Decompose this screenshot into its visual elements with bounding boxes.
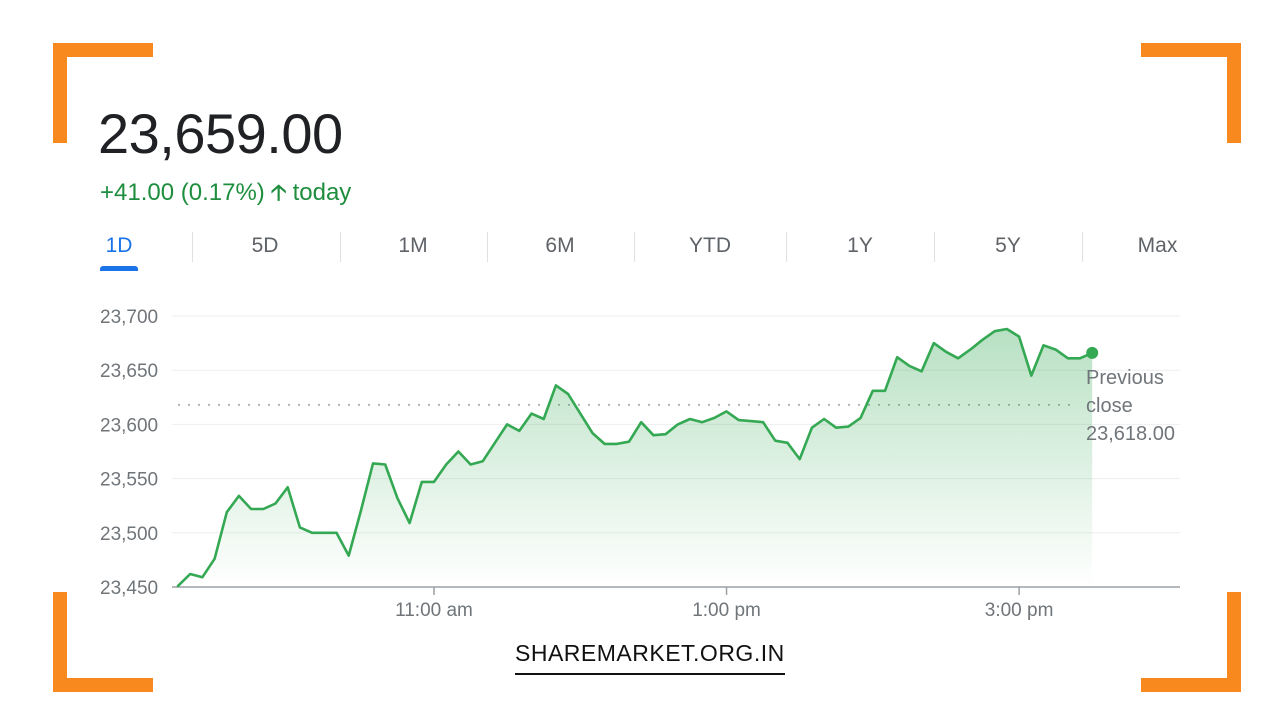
tab-5d[interactable]: 5D [251, 234, 279, 257]
y-tick-label: 23,450 [100, 578, 158, 599]
tab-6m[interactable]: 6M [545, 234, 575, 257]
tab-ytd[interactable]: YTD [689, 234, 731, 257]
current-price: 23,659.00 [98, 102, 343, 165]
price-change: +41.00 (0.17%) 🡡 today [100, 178, 351, 208]
change-period: today [292, 179, 352, 206]
tab-5y[interactable]: 5Y [995, 234, 1021, 257]
x-tick-label: 3:00 pm [985, 600, 1054, 621]
site-footer-link[interactable]: SHAREMARKET.ORG.IN [515, 640, 785, 675]
series-line [176, 327, 1094, 588]
y-tick-label: 23,650 [100, 361, 158, 382]
previous-close-label: Previous [1086, 367, 1164, 389]
tab-divider [786, 232, 787, 262]
range-tabs: 1D 5D 1M 6M YTD 1Y 5Y Max [100, 228, 1185, 272]
x-tick-label: 11:00 am [395, 600, 473, 621]
tab-1d[interactable]: 1D [105, 234, 133, 257]
frame-corner-bottom-right [1141, 592, 1241, 692]
last-price-dot [1086, 346, 1099, 359]
tab-divider [340, 232, 341, 262]
x-tick-label: 1:00 pm [692, 600, 761, 621]
y-tick-label: 23,600 [100, 415, 158, 436]
previous-close-value: 23,618.00 [1086, 423, 1175, 445]
frame-corner-top-right [1141, 43, 1241, 143]
change-value: +41.00 (0.17%) [100, 179, 265, 206]
previous-close-label: close [1086, 395, 1133, 417]
frame-corner-bottom-left [53, 592, 153, 692]
y-tick-label: 23,550 [100, 470, 158, 491]
y-tick-label: 23,700 [100, 307, 158, 328]
active-tab-indicator [100, 266, 138, 271]
tab-1y[interactable]: 1Y [847, 234, 873, 257]
tab-divider [192, 232, 193, 262]
tab-1m[interactable]: 1M [398, 234, 428, 257]
tab-divider [634, 232, 635, 262]
series-area-fill [178, 329, 1093, 587]
y-tick-label: 23,500 [100, 524, 158, 545]
tab-divider [1082, 232, 1083, 262]
arrow-up-icon: 🡡 [270, 180, 287, 205]
tab-divider [934, 232, 935, 262]
tab-max[interactable]: Max [1137, 234, 1178, 257]
frame-corner-top-left [53, 43, 153, 143]
tab-divider [487, 232, 488, 262]
